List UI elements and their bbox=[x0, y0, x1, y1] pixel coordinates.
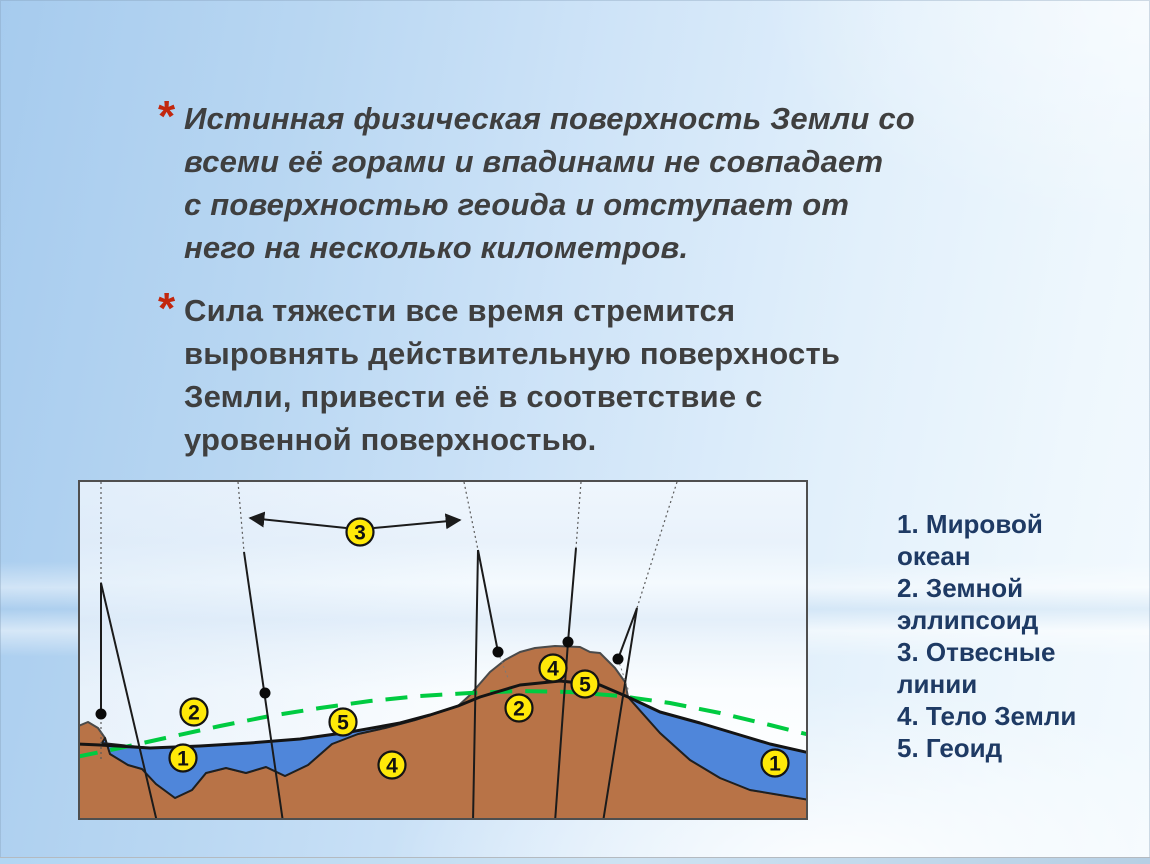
asterisk-bullet-icon: * bbox=[158, 92, 176, 141]
badge-4-mountain: 4 bbox=[538, 653, 568, 683]
svg-text:3: 3 bbox=[354, 522, 366, 545]
ellipsoid-line bbox=[80, 688, 806, 759]
bullet-2-line-1: Сила тяжести все время стремится bbox=[184, 293, 736, 328]
svg-text:1: 1 bbox=[769, 753, 781, 776]
asterisk-bullet-icon: * bbox=[158, 284, 176, 333]
svg-text:2: 2 bbox=[513, 698, 525, 721]
earth-cross-section-figure: 3 2 1 5 4 4 5 bbox=[78, 480, 808, 820]
earth-cross-section-svg: 3 2 1 5 4 4 5 bbox=[80, 482, 806, 818]
svg-text:5: 5 bbox=[337, 712, 349, 735]
svg-text:2: 2 bbox=[188, 702, 200, 725]
plumb-bob-dot bbox=[95, 708, 107, 720]
bullet-1-line-3: с поверхностью геоида и отступает от bbox=[184, 187, 850, 222]
bullet-item-2: * Сила тяжести все время стремится выров… bbox=[158, 284, 988, 461]
bullet-text-2: Сила тяжести все время стремится выровня… bbox=[184, 289, 988, 461]
legend-item-2: 2. Земной эллипсоид bbox=[897, 573, 1039, 635]
slide-bottom-edge bbox=[0, 857, 1150, 864]
svg-text:1: 1 bbox=[177, 748, 189, 771]
bullet-2-line-3: Земли, привести её в соответствие с bbox=[184, 379, 763, 414]
bullet-1-line-1: Истинная физическая поверхность Земли со bbox=[184, 101, 915, 136]
badge-1-left: 1 bbox=[168, 743, 198, 773]
legend-item-1: 1. Мировой океан bbox=[897, 509, 1043, 571]
plumb-line-4 bbox=[554, 482, 582, 818]
plumb-line-5 bbox=[602, 482, 678, 818]
bullet-2-line-4: уровенной поверхностью. bbox=[184, 422, 597, 457]
plumb-bob-dot bbox=[492, 646, 504, 658]
bullet-1-line-4: него на несколько километров. bbox=[184, 230, 689, 265]
plumb-bob-dot bbox=[612, 653, 624, 665]
badge-5-mountain: 5 bbox=[570, 669, 600, 699]
legend-item-5: 5. Геоид bbox=[897, 733, 1003, 763]
legend-item-3: 3. Отвесные линии bbox=[897, 637, 1056, 699]
badge-4-left: 4 bbox=[377, 750, 407, 780]
bullet-1-line-2: всеми её горами и впадинами не совпадает bbox=[184, 144, 884, 179]
badge-5-left: 5 bbox=[328, 707, 358, 737]
plumb-line-3 bbox=[463, 482, 509, 818]
badge-2-mountain: 2 bbox=[504, 693, 534, 723]
figure-legend: 1. Мировой океан 2. Земной эллипсоид 3. … bbox=[897, 508, 1092, 764]
svg-text:5: 5 bbox=[579, 674, 591, 697]
legend-item-4: 4. Тело Земли bbox=[897, 701, 1077, 731]
plumb-bob-dot bbox=[259, 687, 271, 699]
badge-3: 3 bbox=[345, 517, 375, 547]
svg-text:4: 4 bbox=[547, 658, 559, 681]
geoid-line bbox=[80, 679, 806, 754]
plumb-bob-dot bbox=[562, 636, 574, 648]
plumb-lines-pointer-arrows bbox=[248, 511, 462, 530]
plumb-line-1 bbox=[95, 482, 158, 818]
plumb-line-2 bbox=[237, 482, 284, 818]
svg-text:4: 4 bbox=[386, 755, 398, 778]
bullet-2-line-2: выровнять действительную поверхность bbox=[184, 336, 841, 371]
bullet-item-1: * Истинная физическая поверхность Земли … bbox=[158, 92, 988, 269]
badge-2-left: 2 bbox=[179, 697, 209, 727]
badge-1-right: 1 bbox=[760, 748, 790, 778]
bullet-text-1: Истинная физическая поверхность Земли со… bbox=[184, 97, 988, 269]
